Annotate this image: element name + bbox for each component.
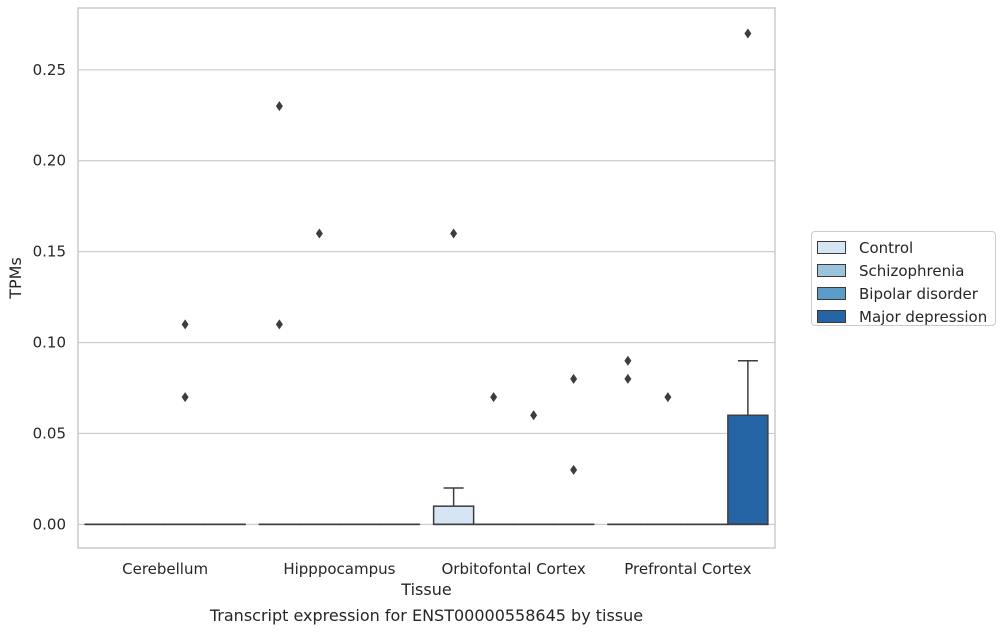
outlier-point: [744, 28, 752, 39]
box-rect: [432, 505, 475, 526]
box-0-1: [258, 101, 301, 526]
x-tick-label: Hipppocampus: [283, 560, 395, 578]
outlier-point: [275, 319, 283, 330]
box-3-3: [727, 28, 769, 526]
legend-swatch-major-depression: [817, 310, 846, 323]
outlier-point: [624, 373, 632, 384]
box-3-2: [552, 373, 595, 526]
y-tick-label: 0.10: [33, 334, 66, 352]
legend-item-schizophrenia: Schizophrenia: [817, 259, 995, 282]
legend-swatch-control: [817, 241, 846, 254]
box-2-2: [512, 410, 555, 526]
outlier-point: [664, 392, 672, 403]
outlier-point: [275, 101, 283, 112]
box-0-2: [432, 228, 475, 526]
box-0-3: [607, 355, 649, 526]
outlier-point: [570, 373, 578, 384]
plot-frame: [77, 7, 776, 549]
legend: Control Schizophrenia Bipolar disorder M…: [811, 231, 996, 326]
y-tick-label: 0.05: [33, 424, 66, 442]
x-tick-label: Prefrontal Cortex: [624, 560, 751, 578]
outlier-point: [570, 464, 578, 475]
x-tick-label: Orbitofontal Cortex: [442, 560, 586, 578]
legend-label-major-depression: Major depression: [859, 307, 988, 326]
legend-item-bipolar-disorder: Bipolar disorder: [817, 282, 995, 305]
outlier-point: [181, 319, 189, 330]
x-tick-label: Cerebellum: [122, 560, 208, 578]
legend-swatch-schizophrenia: [817, 264, 846, 277]
box-plots: [84, 28, 769, 526]
box-2-0: [164, 319, 206, 526]
y-tick-labels: 0.00 0.05 0.10 0.15 0.20 0.25: [33, 61, 66, 534]
legend-label-bipolar-disorder: Bipolar disorder: [859, 284, 978, 303]
x-tick-labels: Cerebellum Hipppocampus Orbitofontal Corte…: [122, 560, 751, 578]
outlier-point: [181, 392, 189, 403]
box-1-1: [298, 228, 341, 526]
legend-item-major-depression: Major depression: [817, 305, 995, 328]
outlier-point: [530, 410, 538, 421]
y-tick-label: 0.20: [33, 152, 66, 170]
x-axis-label: Tissue: [400, 580, 451, 599]
y-tick-label: 0.25: [33, 61, 66, 79]
y-axis-label: TPMs: [6, 257, 25, 300]
outlier-point: [450, 228, 458, 239]
grid-lines: [78, 69, 775, 525]
box-1-2: [472, 392, 515, 526]
legend-label-schizophrenia: Schizophrenia: [859, 261, 965, 280]
outlier-point: [624, 355, 632, 366]
legend-item-control: Control: [817, 236, 995, 259]
chart-caption: Transcript expression for ENST0000055864…: [209, 606, 644, 625]
y-tick-label: 0.15: [33, 243, 66, 261]
outlier-point: [315, 228, 323, 239]
outlier-point: [490, 392, 498, 403]
box-1-3: [647, 392, 689, 526]
box-rect: [727, 414, 769, 526]
legend-swatch-bipolar-disorder: [817, 287, 846, 300]
legend-label-control: Control: [859, 238, 914, 257]
y-tick-label: 0.00: [33, 515, 66, 533]
